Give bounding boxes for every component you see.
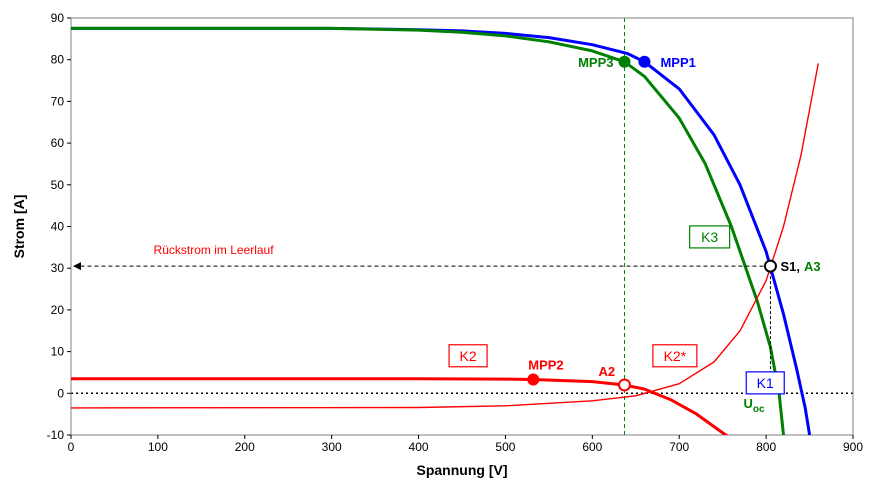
y-tick-label: 10 (51, 345, 65, 359)
box-label-k1-box (745, 371, 785, 395)
label-mpp3: MPP3 (578, 55, 613, 70)
box-label-k2: K2 (448, 344, 488, 368)
label-a2: A2 (598, 364, 615, 379)
x-tick-label: 600 (582, 440, 602, 454)
series-line-k3 (71, 26, 785, 435)
label-uoc: Uoc (744, 396, 765, 415)
box-label-k1: K1 (745, 371, 785, 395)
x-tick-label: 200 (235, 440, 255, 454)
x-tick-label: 900 (843, 440, 863, 454)
x-tick-label: 0 (68, 440, 75, 454)
y-tick-label: 70 (51, 94, 65, 108)
x-tick-label: 300 (322, 440, 342, 454)
y-tick-label: 20 (51, 303, 65, 317)
point-mpp3 (618, 55, 631, 68)
box-label-k3-box (689, 225, 731, 249)
label-uoc-main: U (744, 396, 753, 411)
plot-frame (70, 17, 854, 436)
x-tick-label: 700 (669, 440, 689, 454)
box-label-k2-star-box (652, 344, 698, 368)
label-s1: S1 (780, 259, 796, 274)
y-tick-label: 80 (51, 53, 65, 67)
chart-labels: Rückstrom im Leerlauf S1, A3 Uoc MPP1 MPP3… (154, 55, 821, 415)
box-label-k2-text: K2 (460, 348, 477, 364)
label-a3: A3 (804, 259, 821, 274)
box-label-k2-box (448, 344, 488, 368)
reference-lines (71, 18, 853, 435)
x-tick-label: 500 (495, 440, 515, 454)
x-tick-label: 400 (409, 440, 429, 454)
marker-points (527, 55, 777, 392)
annotation-rueckstrom: Rückstrom im Leerlauf (154, 243, 275, 257)
point-mpp2 (527, 373, 540, 386)
x-tick-label: 100 (148, 440, 168, 454)
box-label-k3-text: K3 (701, 229, 718, 245)
y-tick-label: -10 (47, 428, 65, 442)
y-tick-label: 40 (51, 220, 65, 234)
label-s1-separator: , (796, 259, 800, 274)
y-tick-label: 90 (51, 11, 65, 25)
label-mpp2: MPP2 (528, 358, 563, 373)
y-tick-label: 30 (51, 261, 65, 275)
label-s1-a3: S1, A3 (780, 259, 820, 274)
y-axis-title: Strom [A] (11, 195, 27, 259)
y-tick-label: 60 (51, 136, 65, 150)
box-label-k2-star-text: K2* (664, 348, 687, 364)
series-line-k2-star (71, 63, 819, 409)
point-s1 (763, 259, 777, 273)
box-label-k3: K3 (689, 225, 731, 249)
label-uoc-sub: oc (753, 404, 765, 415)
y-tick-label: 50 (51, 178, 65, 192)
axes: 0 100 200 300 400 500 600 700 800 900-10010203040… (11, 11, 863, 478)
point-mpp1 (638, 55, 651, 68)
y-tick-label: 0 (57, 386, 64, 400)
label-mpp1: MPP1 (660, 55, 695, 70)
x-tick-label: 800 (756, 440, 776, 454)
box-label-k2-star: K2* (652, 344, 698, 368)
point-a2 (617, 378, 631, 392)
box-label-k1-text: K1 (757, 375, 774, 391)
x-axis-title: Spannung [V] (417, 462, 508, 478)
annotation-arrows (73, 262, 775, 394)
